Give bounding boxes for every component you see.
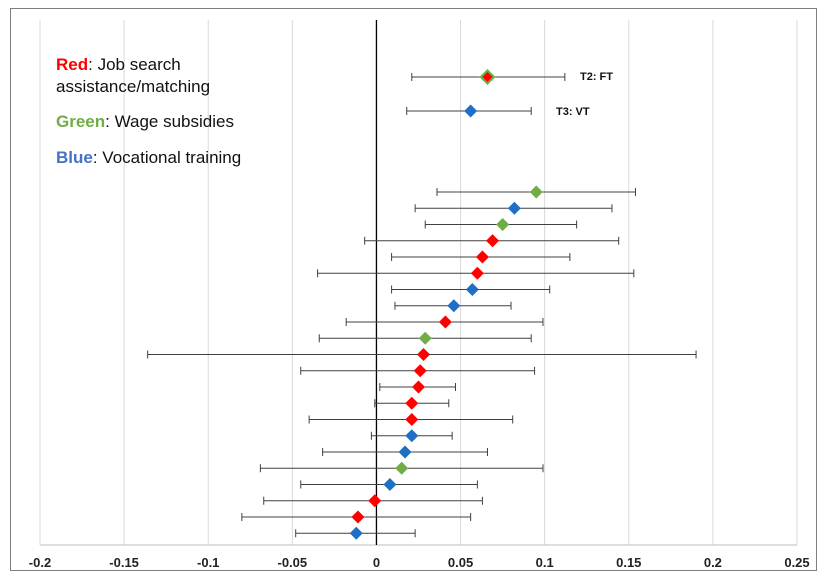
x-tick-label-8: 0.2 — [704, 555, 722, 570]
estimate-10-marker — [418, 331, 432, 345]
legend-red-key: Red — [56, 55, 88, 74]
estimate-21-marker — [351, 510, 365, 524]
annotations: T2: FT T3: VT — [556, 71, 613, 118]
estimate-5-marker — [475, 250, 489, 264]
x-tick-label-9: 0.25 — [784, 555, 809, 570]
error-bars — [147, 73, 697, 538]
estimate-7-marker — [465, 283, 479, 296]
estimate-12-marker — [413, 364, 427, 378]
x-axis-tick-labels: -0.2 -0.15 -0.1 -0.05 0 0.05 0.1 0.15 0.2 0.25 — [29, 555, 810, 570]
x-tick-label-7: 0.15 — [616, 555, 641, 570]
chart-border — [10, 8, 817, 571]
estimate-8-marker — [447, 299, 461, 313]
legend-green-desc: : Wage subsidies — [105, 112, 234, 131]
legend-green-entry: Green: Wage subsidies — [56, 112, 234, 131]
legend-blue-key: Blue — [56, 148, 93, 167]
legend-red-desc-line2: assistance/matching — [56, 77, 210, 96]
point-estimates — [349, 68, 543, 540]
x-tick-label-4: 0 — [373, 555, 380, 570]
estimate-2-marker — [507, 201, 521, 215]
legend-red-desc-line1: : Job search — [88, 55, 181, 74]
estimate-19-marker — [383, 478, 397, 491]
estimate-3-marker — [496, 218, 510, 231]
highlight-2-marker — [464, 104, 478, 118]
estimate-17-marker — [398, 445, 412, 459]
estimate-11-marker — [417, 348, 431, 361]
highlight-1-marker — [479, 68, 496, 86]
plot-frame — [10, 8, 817, 571]
legend-red-entry: Red: Job search — [56, 55, 181, 74]
legend-blue-entry: Blue: Vocational training — [56, 148, 241, 167]
estimate-15-marker — [405, 413, 419, 426]
estimate-20-marker — [368, 494, 382, 508]
annotation-t3-vt: T3: VT — [556, 106, 590, 118]
legend: Red: Job search assistance/matching Gree… — [56, 55, 241, 167]
x-tick-label-0: -0.2 — [29, 555, 51, 570]
estimate-22-marker — [349, 526, 363, 540]
legend-green-key: Green — [56, 112, 105, 131]
estimate-18-marker — [395, 461, 409, 475]
x-tick-label-5: 0.05 — [448, 555, 473, 570]
annotation-t2-ft: T2: FT — [580, 71, 613, 83]
estimate-9-marker — [438, 315, 452, 329]
estimate-6-marker — [470, 266, 484, 280]
x-tick-label-3: -0.05 — [278, 555, 308, 570]
estimate-13-marker — [412, 380, 425, 394]
estimate-14-marker — [405, 396, 419, 410]
gridlines — [39, 20, 798, 545]
legend-blue-desc: : Vocational training — [93, 148, 241, 167]
estimate-16-marker — [405, 429, 419, 443]
x-tick-label-1: -0.15 — [109, 555, 139, 570]
estimate-1-marker — [529, 185, 543, 199]
estimate-4-marker — [486, 234, 500, 248]
x-tick-label-2: -0.1 — [197, 555, 219, 570]
x-tick-label-6: 0.1 — [536, 555, 554, 570]
